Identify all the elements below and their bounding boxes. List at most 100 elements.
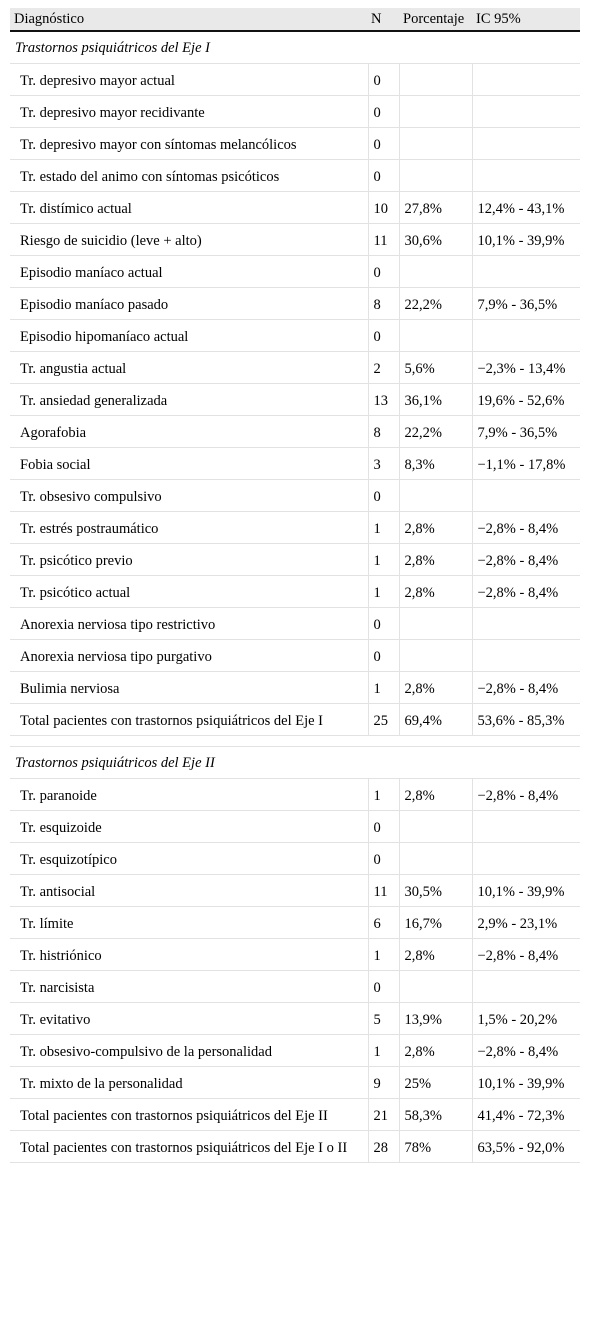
table-row: Tr. límite 6 16,7% 2,9% - 23,1%: [10, 906, 580, 939]
cell-ic: [471, 255, 580, 288]
cell-diagnostico: Tr. angustia actual: [10, 351, 368, 384]
spacer-cell: [10, 735, 580, 747]
section-title: Trastornos psiquiátricos del Eje II: [10, 746, 580, 779]
cell-porcentaje: 13,9%: [398, 1002, 472, 1035]
cell-ic: [471, 127, 580, 160]
cell-diagnostico: Tr. distímico actual: [10, 191, 368, 224]
cell-diagnostico: Tr. esquizotípico: [10, 842, 368, 875]
cell-n: 1: [367, 1034, 399, 1067]
cell-porcentaje: 78%: [398, 1130, 472, 1163]
cell-diagnostico: Agorafobia: [10, 415, 368, 448]
cell-diagnostico: Total pacientes con trastornos psiquiátr…: [10, 1098, 368, 1131]
table-row: Tr. evitativo 5 13,9% 1,5% - 20,2%: [10, 1002, 580, 1035]
cell-ic: −2,8% - 8,4%: [471, 671, 580, 704]
table-row: Episodio maníaco pasado 8 22,2% 7,9% - 36,5…: [10, 287, 580, 320]
cell-ic: −1,1% - 17,8%: [471, 447, 580, 480]
cell-ic: 12,4% - 43,1%: [471, 191, 580, 224]
cell-n: 8: [367, 287, 399, 320]
section-header-row: Trastornos psiquiátricos del Eje II: [10, 746, 580, 779]
table-row: Tr. mixto de la personalidad 9 25% 10,1% - …: [10, 1066, 580, 1099]
table-row: Episodio maníaco actual 0: [10, 255, 580, 288]
cell-n: 1: [367, 778, 399, 811]
cell-porcentaje: [398, 479, 472, 512]
cell-porcentaje: [398, 970, 472, 1003]
cell-n: 2: [367, 351, 399, 384]
cell-n: 0: [367, 970, 399, 1003]
cell-ic: 7,9% - 36,5%: [471, 287, 580, 320]
header-n: N: [368, 8, 399, 32]
cell-ic: 1,5% - 20,2%: [471, 1002, 580, 1035]
cell-ic: −2,3% - 13,4%: [471, 351, 580, 384]
cell-porcentaje: 27,8%: [398, 191, 472, 224]
cell-diagnostico: Total pacientes con trastornos psiquiátr…: [10, 1130, 368, 1163]
cell-ic: −2,8% - 8,4%: [471, 575, 580, 608]
cell-n: 0: [367, 95, 399, 128]
cell-porcentaje: 8,3%: [398, 447, 472, 480]
table-row: Tr. antisocial 11 30,5% 10,1% - 39,9%: [10, 874, 580, 907]
table-row: Episodio hipomaníaco actual 0: [10, 319, 580, 352]
table-row: Tr. paranoide 1 2,8% −2,8% - 8,4%: [10, 778, 580, 811]
cell-n: 6: [367, 906, 399, 939]
cell-n: 8: [367, 415, 399, 448]
cell-diagnostico: Riesgo de suicidio (leve + alto): [10, 223, 368, 256]
table-row: Tr. estrés postraumático 1 2,8% −2,8% - 8,4…: [10, 511, 580, 544]
cell-ic: −2,8% - 8,4%: [471, 543, 580, 576]
cell-diagnostico: Tr. histriónico: [10, 938, 368, 971]
cell-diagnostico: Tr. mixto de la personalidad: [10, 1066, 368, 1099]
cell-diagnostico: Tr. límite: [10, 906, 368, 939]
cell-n: 0: [367, 255, 399, 288]
cell-n: 1: [367, 575, 399, 608]
cell-diagnostico: Bulimia nerviosa: [10, 671, 368, 704]
cell-ic: 41,4% - 72,3%: [471, 1098, 580, 1131]
cell-n: 0: [367, 319, 399, 352]
cell-diagnostico: Episodio hipomaníaco actual: [10, 319, 368, 352]
cell-porcentaje: [398, 607, 472, 640]
cell-porcentaje: 2,8%: [398, 1034, 472, 1067]
cell-diagnostico: Tr. obsesivo-compulsivo de la personalid…: [10, 1034, 368, 1067]
cell-n: 28: [367, 1130, 399, 1163]
cell-n: 1: [367, 671, 399, 704]
cell-porcentaje: 2,8%: [398, 778, 472, 811]
cell-diagnostico: Tr. evitativo: [10, 1002, 368, 1035]
cell-n: 0: [367, 127, 399, 160]
table-row: Tr. depresivo mayor actual 0: [10, 63, 580, 96]
cell-ic: 19,6% - 52,6%: [471, 383, 580, 416]
cell-n: 9: [367, 1066, 399, 1099]
cell-ic: [471, 810, 580, 843]
cell-ic: −2,8% - 8,4%: [471, 511, 580, 544]
cell-diagnostico: Total pacientes con trastornos psiquiátr…: [10, 703, 368, 736]
cell-n: 25: [367, 703, 399, 736]
cell-porcentaje: [398, 319, 472, 352]
cell-n: 5: [367, 1002, 399, 1035]
cell-n: 21: [367, 1098, 399, 1131]
cell-ic: −2,8% - 8,4%: [471, 1034, 580, 1067]
cell-n: 0: [367, 63, 399, 96]
cell-ic: [471, 479, 580, 512]
cell-ic: 7,9% - 36,5%: [471, 415, 580, 448]
cell-diagnostico: Tr. obsesivo compulsivo: [10, 479, 368, 512]
table-row: Tr. angustia actual 2 5,6% −2,3% - 13,4%: [10, 351, 580, 384]
cell-diagnostico: Tr. depresivo mayor recidivante: [10, 95, 368, 128]
table-row: Anorexia nerviosa tipo purgativo 0: [10, 639, 580, 672]
cell-ic: −2,8% - 8,4%: [471, 778, 580, 811]
diagnosis-table: Diagnóstico N Porcentaje IC 95% Trastorn…: [10, 8, 580, 1163]
header-ic: IC 95%: [472, 8, 580, 32]
cell-ic: [471, 639, 580, 672]
table-row: Agorafobia 8 22,2% 7,9% - 36,5%: [10, 415, 580, 448]
cell-diagnostico: Tr. narcisista: [10, 970, 368, 1003]
cell-n: 0: [367, 607, 399, 640]
cell-diagnostico: Anorexia nerviosa tipo restrictivo: [10, 607, 368, 640]
cell-porcentaje: 2,8%: [398, 575, 472, 608]
cell-n: 0: [367, 639, 399, 672]
cell-porcentaje: [398, 639, 472, 672]
cell-ic: 63,5% - 92,0%: [471, 1130, 580, 1163]
cell-diagnostico: Tr. paranoide: [10, 778, 368, 811]
cell-ic: [471, 842, 580, 875]
cell-diagnostico: Tr. psicótico previo: [10, 543, 368, 576]
diagnosis-table-container: Diagnóstico N Porcentaje IC 95% Trastorn…: [10, 8, 580, 1163]
cell-diagnostico: Tr. depresivo mayor actual: [10, 63, 368, 96]
table-row: Total pacientes con trastornos psiquiátr…: [10, 1098, 580, 1131]
table-row: Tr. histriónico 1 2,8% −2,8% - 8,4%: [10, 938, 580, 971]
cell-ic: [471, 319, 580, 352]
cell-ic: 10,1% - 39,9%: [471, 874, 580, 907]
